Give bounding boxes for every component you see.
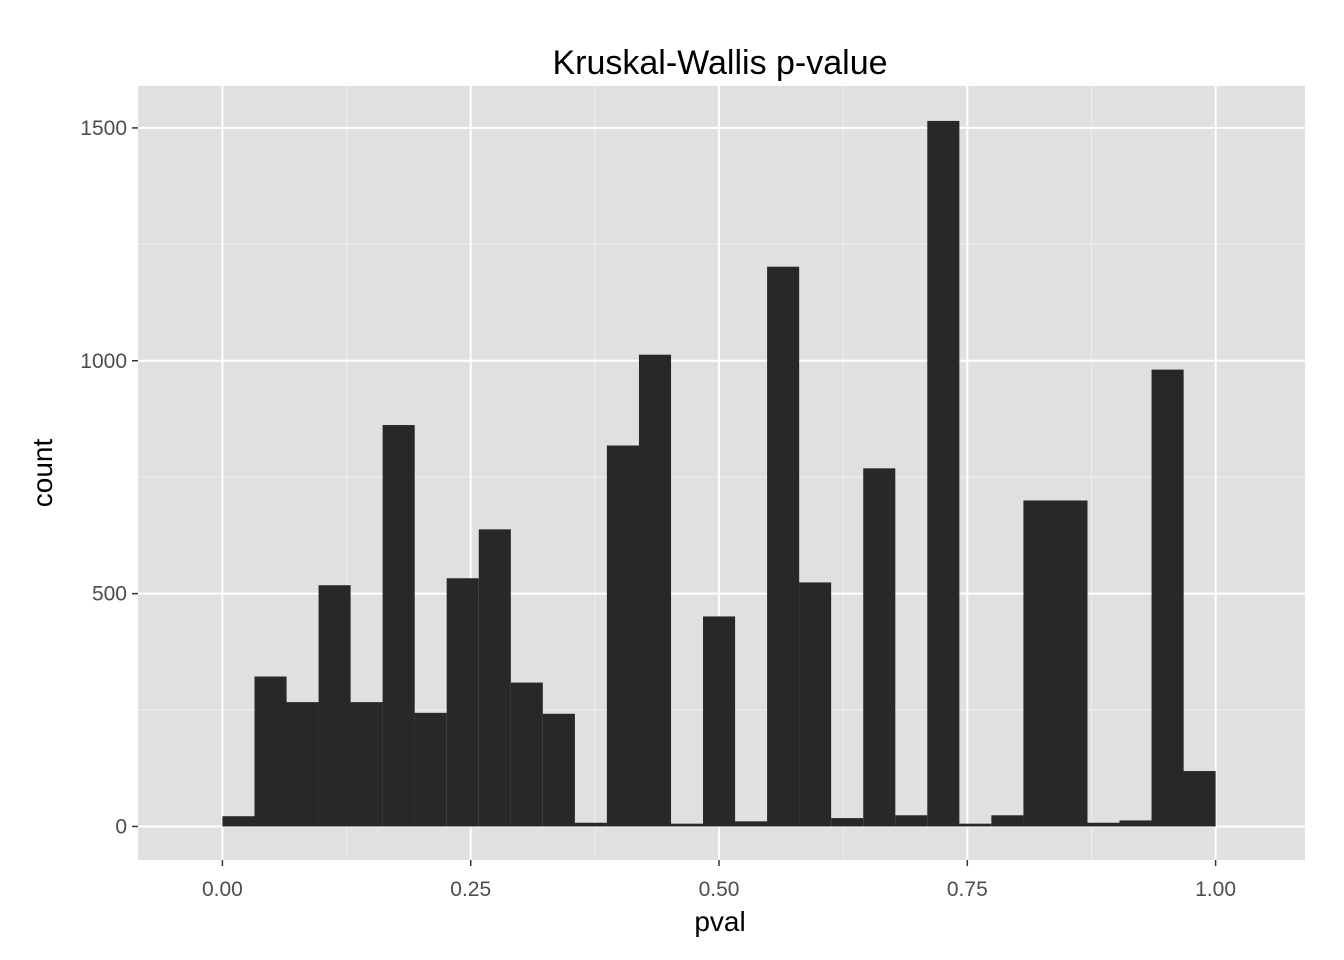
histogram-bar xyxy=(1055,500,1088,827)
histogram-bar xyxy=(222,816,255,827)
x-tick-label: 0.00 xyxy=(202,878,243,901)
histogram-bar xyxy=(606,445,639,827)
histogram-bar xyxy=(350,702,383,827)
x-axis: 0.00 0.25 0.50 0.75 1.00 xyxy=(202,860,1236,901)
histogram-bar xyxy=(1023,500,1056,827)
histogram-bar xyxy=(767,266,800,827)
histogram-bar xyxy=(703,616,736,827)
histogram-bar xyxy=(542,713,575,827)
histogram-bar xyxy=(895,815,928,827)
x-axis-title: pval xyxy=(694,906,745,937)
histogram-bar xyxy=(863,468,896,827)
histogram-bar xyxy=(318,585,351,827)
histogram-bar xyxy=(574,822,607,827)
chart-title: Kruskal-Wallis p-value xyxy=(552,44,887,82)
x-tick-label: 0.50 xyxy=(699,878,740,901)
histogram-bar xyxy=(670,823,704,827)
histogram-bar xyxy=(446,578,479,827)
histogram-bar xyxy=(254,676,287,827)
histogram-bar xyxy=(799,582,832,827)
x-tick-label: 0.25 xyxy=(450,878,491,901)
histogram-bar xyxy=(382,425,415,827)
y-axis: 0 500 1000 1500 xyxy=(80,117,138,838)
histogram-bar xyxy=(991,815,1024,827)
histogram-bar xyxy=(927,120,960,827)
histogram-bar xyxy=(735,821,768,827)
histogram-bar xyxy=(831,818,864,827)
histogram-bar xyxy=(1087,822,1120,827)
y-tick-label: 1000 xyxy=(80,350,127,373)
y-tick-label: 1500 xyxy=(80,117,127,140)
y-axis-title: count xyxy=(27,439,58,508)
x-tick-label: 1.00 xyxy=(1195,878,1236,901)
histogram-bar xyxy=(1151,369,1184,827)
y-tick-label: 0 xyxy=(115,815,127,838)
y-tick-label: 500 xyxy=(92,583,127,606)
histogram-bar xyxy=(959,823,992,827)
histogram-bar xyxy=(1183,771,1216,827)
histogram-bar xyxy=(1119,820,1152,827)
histogram-bar xyxy=(414,712,447,827)
minor-gridlines xyxy=(138,86,1305,860)
histogram-bar xyxy=(478,529,511,827)
histogram-bar xyxy=(638,354,672,827)
histogram-bar xyxy=(510,682,543,827)
x-tick-label: 0.75 xyxy=(947,878,988,901)
histogram-bar xyxy=(286,702,319,827)
histogram-bars xyxy=(222,120,1216,827)
